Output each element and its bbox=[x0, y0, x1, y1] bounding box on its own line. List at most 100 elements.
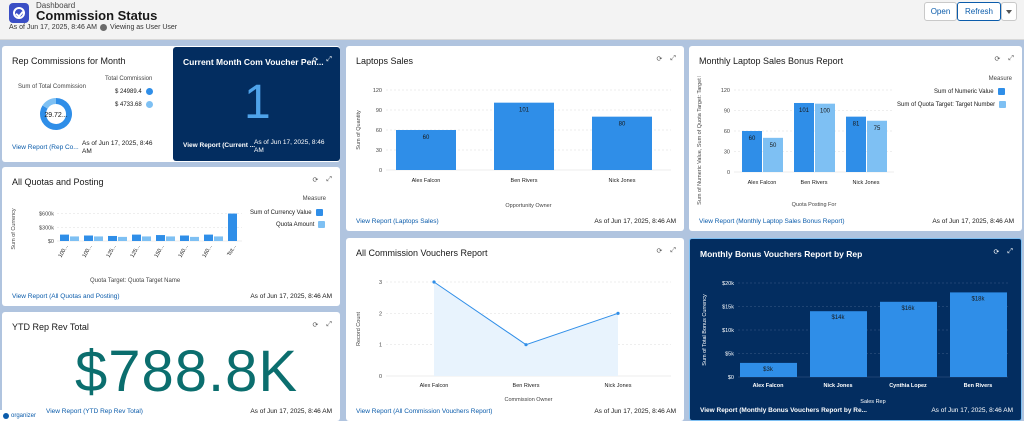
x-tick-label: Nick Jones bbox=[853, 180, 880, 186]
y-tick-label: 30 bbox=[376, 148, 382, 154]
bar bbox=[740, 362, 797, 377]
refresh-icon[interactable]: ⟳ bbox=[994, 56, 1001, 63]
pie-slice bbox=[40, 98, 72, 130]
laptops-chart[interactable]: 0 30 60 90 120 Sum of Quantity Opportunity Own… bbox=[346, 76, 684, 216]
view-report-link[interactable]: View Report (All Commission Vouchers Rep… bbox=[356, 408, 493, 415]
bar-value-label: 101 bbox=[519, 108, 530, 114]
view-report-link[interactable]: View Report (Laptops Sales) bbox=[356, 218, 439, 225]
refresh-icon[interactable]: ⟳ bbox=[656, 248, 663, 255]
y-tick-label: 90 bbox=[376, 108, 382, 114]
bar bbox=[60, 234, 69, 241]
more-actions-button[interactable] bbox=[1001, 2, 1017, 21]
bar bbox=[142, 236, 151, 241]
expand-icon[interactable]: ⤢ bbox=[326, 176, 332, 183]
x-tick-label: Ben Rivers bbox=[513, 383, 540, 389]
x-tick-label: Ben Rivers bbox=[801, 180, 828, 186]
bar bbox=[156, 235, 165, 241]
y-tick-label: 0 bbox=[727, 170, 730, 176]
data-point bbox=[432, 280, 436, 284]
legend-item-2[interactable]: $ 4733.68 bbox=[115, 101, 153, 108]
expand-icon[interactable]: ⤢ bbox=[670, 247, 676, 254]
expand-icon[interactable]: ⤢ bbox=[326, 56, 332, 63]
x-tick-label: Alex Falcon bbox=[420, 383, 449, 389]
bar-value-label: 75 bbox=[874, 126, 881, 132]
chevron-down-icon bbox=[1006, 9, 1012, 14]
kpi-value: $788.8K bbox=[75, 339, 299, 404]
legend-title: Measure bbox=[988, 76, 1012, 82]
bar bbox=[396, 130, 456, 170]
x-tick-label: 160... bbox=[178, 244, 190, 259]
bar bbox=[84, 235, 93, 241]
info-icon[interactable] bbox=[99, 24, 107, 31]
x-tick-label: 160... bbox=[202, 244, 214, 259]
x-tick-label: Tot... bbox=[227, 244, 238, 258]
bar-value-label: 60 bbox=[423, 135, 430, 141]
x-tick-label: Cynthia Lopez bbox=[889, 383, 927, 389]
refresh-icon[interactable]: ⟳ bbox=[656, 56, 663, 63]
legend-item-currency[interactable]: Sum of Currency Value bbox=[250, 209, 323, 216]
data-point bbox=[524, 343, 528, 347]
bar bbox=[763, 137, 783, 172]
y-axis-label: Record Count bbox=[356, 312, 362, 346]
y-tick-label: $0 bbox=[48, 239, 54, 245]
bar bbox=[190, 236, 199, 241]
open-button[interactable]: Open bbox=[924, 2, 957, 21]
card-title: Monthly Laptop Sales Bonus Report bbox=[699, 56, 844, 66]
expand-icon[interactable]: ⤢ bbox=[670, 55, 676, 62]
view-report-link[interactable]: View Report (YTD Rep Rev Total) bbox=[46, 408, 143, 415]
bar bbox=[815, 103, 835, 172]
as-of-text: As of Jun 17, 2025, 8:46 AM bbox=[932, 218, 1014, 225]
data-point bbox=[616, 311, 620, 315]
bar bbox=[214, 236, 223, 241]
expand-icon[interactable]: ⤢ bbox=[1007, 248, 1013, 255]
legend-item-quota[interactable]: Quota Amount bbox=[276, 221, 326, 228]
donut-chart[interactable]: 29.72... bbox=[38, 96, 74, 132]
view-report-link[interactable]: View Report (Rep Co... bbox=[12, 144, 79, 151]
legend-item-numeric[interactable]: Sum of Numeric Value bbox=[934, 88, 1005, 95]
expand-icon[interactable]: ⤢ bbox=[326, 321, 332, 328]
refresh-icon[interactable]: ⟳ bbox=[312, 322, 319, 329]
bar bbox=[166, 236, 175, 241]
bonus-vouchers-chart[interactable]: $0 $5k $10k $15k $20k Sum of Total Bonus Curr… bbox=[690, 269, 1022, 409]
area-fill bbox=[434, 282, 618, 376]
bar bbox=[880, 301, 937, 377]
x-axis-label: Commission Owner bbox=[505, 397, 553, 403]
x-tick-label: Ben Rivers bbox=[964, 383, 993, 389]
legend-swatch bbox=[145, 88, 153, 95]
refresh-icon[interactable]: ⟳ bbox=[312, 177, 319, 184]
breadcrumb: Dashboard bbox=[36, 1, 76, 10]
card-bonus-report: Monthly Laptop Sales Bonus Report ⟳ ⤢ 0 30… bbox=[689, 46, 1022, 231]
organizer-button[interactable]: organizer bbox=[0, 410, 44, 421]
refresh-icon[interactable]: ⟳ bbox=[993, 249, 1000, 256]
card-commission-vouchers: All Commission Vouchers Report ⟳ ⤢ 0 1 2 3 Re… bbox=[346, 238, 684, 421]
x-tick-label: Alex Falcon bbox=[753, 383, 785, 389]
view-report-link[interactable]: View Report (Monthly Bonus Vouchers Repo… bbox=[700, 407, 867, 414]
y-tick-label: 60 bbox=[724, 129, 730, 135]
card-title: All Commission Vouchers Report bbox=[356, 248, 488, 258]
view-report-link[interactable]: View Report (All Quotas and Posting) bbox=[12, 293, 120, 300]
card-title: Monthly Bonus Vouchers Report by Rep bbox=[700, 249, 863, 259]
view-report-link[interactable]: View Report (Current ... bbox=[183, 142, 256, 149]
refresh-button[interactable]: Refresh bbox=[957, 2, 1001, 21]
bar bbox=[846, 116, 866, 172]
x-tick-label: Nick Jones bbox=[823, 383, 852, 389]
legend-swatch bbox=[999, 101, 1007, 108]
expand-icon[interactable]: ⤢ bbox=[1008, 55, 1014, 62]
dashboard-icon bbox=[9, 3, 29, 23]
legend-item-quota-target[interactable]: Sum of Quota Target: Target Number bbox=[897, 101, 1007, 108]
quotas-chart[interactable]: $0 $300k $600k Sum of Currency 100... 100... 1… bbox=[2, 195, 252, 287]
bonus-report-chart[interactable]: 0 30 60 90 120 Sum of Numeric Value, Sum of Q… bbox=[689, 76, 899, 216]
bar-value-label: $3k bbox=[763, 367, 774, 373]
view-report-link[interactable]: View Report (Monthly Laptop Sales Bonus … bbox=[699, 218, 845, 225]
bar-value-label: $18k bbox=[971, 296, 985, 302]
x-tick-label: Ben Rivers bbox=[511, 178, 538, 184]
legend-item-1[interactable]: $ 24989.4 bbox=[115, 88, 153, 95]
as-of-text: As of Jun 17, 2025, 8:46 AM bbox=[931, 407, 1013, 414]
donut-sum-label: Sum of Total Commission bbox=[18, 84, 86, 90]
vouchers-chart[interactable]: 0 1 2 3 Record Count Commission Owner Alex Fal… bbox=[346, 268, 684, 408]
bar-value-label: 81 bbox=[853, 122, 860, 128]
y-axis-label: Sum of Quantity bbox=[356, 110, 362, 150]
refresh-icon[interactable]: ⟳ bbox=[312, 57, 319, 64]
legend-title: Measure bbox=[302, 196, 326, 202]
page-title: Commission Status bbox=[36, 8, 158, 23]
